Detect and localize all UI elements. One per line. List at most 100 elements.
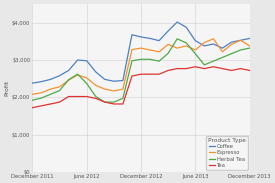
Herbal Tea — [175, 38, 179, 40]
Line: Coffee: Coffee — [32, 22, 250, 83]
Tea — [94, 97, 97, 100]
Herbal Tea — [203, 64, 206, 66]
Coffee — [49, 78, 52, 81]
Tea — [103, 101, 106, 103]
Herbal Tea — [194, 53, 197, 55]
Coffee — [130, 34, 134, 36]
Herbal Tea — [130, 60, 134, 62]
Espresso — [203, 41, 206, 44]
Espresso — [212, 38, 215, 40]
Line: Herbal Tea: Herbal Tea — [32, 39, 250, 102]
Coffee — [248, 37, 251, 40]
Coffee — [40, 81, 43, 83]
Line: Espresso: Espresso — [32, 39, 250, 94]
Tea — [130, 75, 134, 77]
Herbal Tea — [221, 56, 224, 59]
Herbal Tea — [239, 49, 242, 51]
Herbal Tea — [103, 101, 106, 103]
Herbal Tea — [67, 79, 70, 81]
Herbal Tea — [212, 60, 215, 62]
Coffee — [85, 60, 88, 62]
Herbal Tea — [139, 58, 143, 60]
Espresso — [239, 39, 242, 41]
Espresso — [76, 74, 79, 76]
Tea — [248, 69, 251, 72]
Coffee — [194, 40, 197, 42]
Espresso — [158, 51, 161, 53]
Coffee — [221, 47, 224, 49]
Coffee — [212, 43, 215, 45]
Espresso — [67, 79, 70, 81]
Tea — [175, 68, 179, 70]
Coffee — [239, 39, 242, 41]
Espresso — [148, 49, 152, 51]
Line: Tea: Tea — [32, 67, 250, 108]
Espresso — [248, 45, 251, 47]
Tea — [221, 68, 224, 70]
Coffee — [67, 69, 70, 72]
Espresso — [85, 77, 88, 79]
Coffee — [185, 26, 188, 28]
Espresso — [130, 48, 134, 51]
Herbal Tea — [94, 95, 97, 98]
Tea — [166, 69, 170, 72]
Tea — [58, 101, 61, 103]
Herbal Tea — [121, 97, 125, 100]
Herbal Tea — [248, 47, 251, 49]
Herbal Tea — [85, 82, 88, 85]
Coffee — [121, 79, 125, 82]
Tea — [85, 95, 88, 98]
Espresso — [94, 84, 97, 86]
Tea — [212, 66, 215, 68]
Herbal Tea — [158, 60, 161, 62]
Herbal Tea — [58, 89, 61, 92]
Herbal Tea — [31, 99, 34, 101]
Espresso — [166, 43, 170, 46]
Tea — [203, 68, 206, 70]
Herbal Tea — [148, 58, 152, 60]
Y-axis label: Profit: Profit — [4, 80, 9, 96]
Herbal Tea — [76, 73, 79, 75]
Espresso — [31, 93, 34, 95]
Espresso — [112, 90, 115, 92]
Tea — [112, 103, 115, 105]
Herbal Tea — [166, 52, 170, 54]
Espresso — [103, 88, 106, 90]
Tea — [185, 68, 188, 70]
Tea — [76, 95, 79, 98]
Herbal Tea — [40, 97, 43, 99]
Tea — [121, 103, 125, 105]
Tea — [148, 73, 152, 75]
Espresso — [40, 92, 43, 94]
Coffee — [166, 30, 170, 32]
Espresso — [230, 43, 233, 46]
Coffee — [103, 78, 106, 81]
Tea — [239, 68, 242, 70]
Coffee — [158, 40, 161, 42]
Herbal Tea — [112, 101, 115, 103]
Tea — [31, 107, 34, 109]
Coffee — [175, 21, 179, 23]
Coffee — [139, 36, 143, 38]
Tea — [49, 103, 52, 105]
Tea — [40, 105, 43, 107]
Tea — [67, 95, 70, 98]
Espresso — [221, 51, 224, 53]
Espresso — [58, 86, 61, 88]
Espresso — [175, 47, 179, 49]
Coffee — [31, 82, 34, 84]
Espresso — [185, 45, 188, 47]
Coffee — [148, 37, 152, 40]
Herbal Tea — [185, 42, 188, 44]
Espresso — [49, 88, 52, 90]
Coffee — [203, 45, 206, 47]
Herbal Tea — [230, 53, 233, 55]
Espresso — [121, 88, 125, 90]
Espresso — [194, 49, 197, 51]
Coffee — [230, 41, 233, 43]
Tea — [158, 73, 161, 75]
Tea — [139, 73, 143, 75]
Coffee — [94, 71, 97, 73]
Espresso — [139, 47, 143, 49]
Tea — [194, 66, 197, 68]
